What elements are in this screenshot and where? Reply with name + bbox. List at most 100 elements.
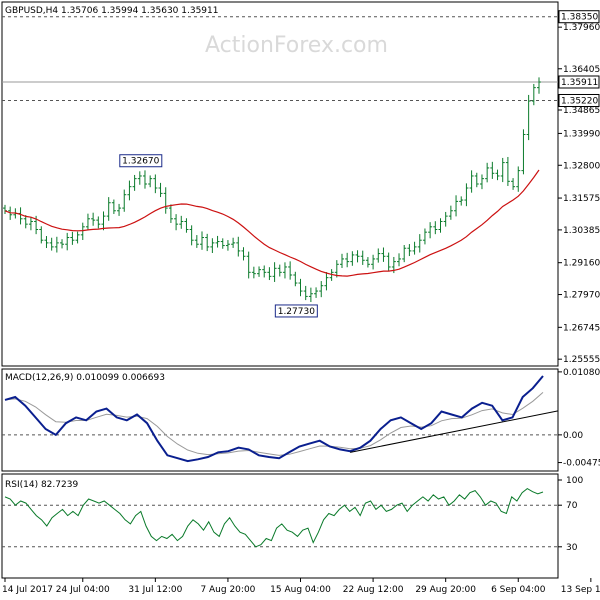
price-candle (96, 216, 101, 229)
price-candle (454, 195, 459, 217)
rsi-title: RSI(14) 82.7239 (5, 480, 78, 490)
price-candle (44, 236, 49, 249)
price-candle (200, 231, 205, 250)
price-candle (205, 233, 210, 252)
price-candle (345, 252, 350, 268)
price-candle (28, 216, 33, 231)
price-candle (236, 236, 241, 257)
price-candle (474, 172, 479, 188)
price-candle (303, 285, 308, 301)
price-tick-label: 1.36405 (563, 65, 600, 75)
x-tick-label: 22 Aug 12:00 (343, 585, 404, 595)
price-candle (428, 222, 433, 239)
price-candle (459, 196, 464, 206)
annotation-label: 1.27730 (278, 307, 315, 317)
price-candle (158, 182, 163, 198)
price-candle (443, 211, 448, 227)
price-candle (479, 174, 484, 190)
price-candle (495, 169, 500, 181)
price-candle (500, 157, 505, 183)
x-tick-label: 24 Jul 04:00 (56, 585, 110, 595)
price-candle (184, 218, 189, 233)
rsi-frame (1, 473, 559, 579)
price-tick-label: 1.27970 (563, 291, 600, 301)
price-candle (537, 77, 541, 94)
price-candle (168, 204, 173, 223)
price-candle (241, 247, 246, 261)
price-candle (339, 253, 344, 268)
price-level-label: 1.35220 (561, 96, 598, 106)
price-candle (179, 215, 184, 229)
price-candle (251, 266, 256, 279)
rsi-tick-label: 70 (566, 501, 578, 511)
price-candle (49, 237, 54, 251)
rsi-panel: 100 70 30 (1, 473, 583, 579)
x-tick-label: 13 Sep 12:00 (561, 585, 600, 595)
watermark: ActionForex.com (205, 33, 388, 58)
annotation-label: 1.32670 (122, 157, 159, 167)
price-candle (272, 262, 277, 282)
price-candle (516, 166, 521, 192)
price-candle (101, 211, 106, 231)
price-candle (422, 228, 427, 245)
price-candle (267, 267, 272, 281)
price-tick-label: 1.29160 (563, 259, 600, 269)
macd-signal-line (4, 392, 544, 456)
price-candle (210, 238, 215, 253)
price-candle (308, 287, 313, 303)
x-tick-label: 31 Jul 12:00 (128, 585, 182, 595)
price-tick-label: 1.26745 (563, 323, 600, 333)
price-frame (1, 1, 559, 367)
price-candle (417, 234, 422, 253)
price-tick-label: 1.30385 (563, 226, 600, 236)
macd-line (4, 375, 544, 463)
price-candle (531, 83, 536, 106)
price-candle (360, 250, 365, 265)
price-candle (231, 237, 236, 248)
price-level-box (558, 93, 600, 107)
price-candle (225, 240, 230, 251)
price-candle (111, 199, 116, 214)
price-candle (142, 170, 147, 189)
x-tick-label: 6 Sep 04:00 (491, 585, 546, 595)
macd-tick-label: 0.00 (563, 431, 583, 441)
x-tick-label: 7 Aug 20:00 (200, 585, 255, 595)
price-candle (288, 261, 293, 280)
price-tick-label: 1.37960 (563, 23, 600, 33)
price-level-label: 1.35911 (561, 78, 598, 88)
price-candle (117, 203, 122, 216)
macd-trendline (350, 410, 559, 453)
price-candle (39, 226, 44, 244)
rsi-tick-label: 30 (566, 543, 578, 553)
price-candle (381, 247, 386, 262)
price-candle (371, 254, 376, 270)
price-candle (215, 235, 220, 248)
price-candle (521, 129, 526, 175)
price-candle (148, 175, 153, 188)
price-candle (91, 212, 96, 226)
price-candle (174, 214, 179, 231)
price-candle (277, 264, 282, 277)
price-candle (407, 244, 412, 257)
price-candle (397, 253, 402, 267)
price-candle (355, 250, 360, 263)
price-candle (298, 278, 303, 297)
price-tick-label: 1.34865 (563, 106, 600, 116)
price-tick-label: 1.31575 (563, 194, 600, 204)
x-tick-label: 15 Aug 04:00 (270, 585, 331, 595)
price-level-box (558, 75, 600, 89)
price-candle (448, 205, 453, 220)
price-candle (526, 94, 531, 141)
price-candle (324, 272, 329, 291)
rsi-tick-label: 100 (566, 476, 583, 486)
price-candle (70, 231, 75, 245)
price-candle (319, 281, 324, 298)
price-candle (80, 222, 85, 240)
price-title: GBPUSD,H4 1.35706 1.35994 1.35630 1.3591… (5, 6, 218, 16)
price-candle (246, 251, 251, 279)
price-candle (85, 213, 90, 231)
price-level-box (558, 10, 600, 24)
price-tick-label: 1.25555 (563, 355, 600, 365)
price-candle (257, 266, 262, 277)
